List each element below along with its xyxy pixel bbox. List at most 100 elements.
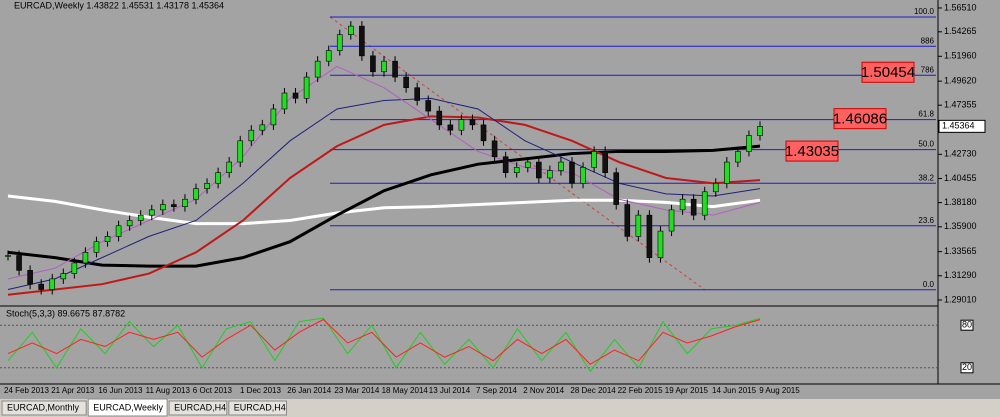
stoch-line [7, 318, 761, 365]
candle-body [292, 92, 299, 99]
y-tick-label: 1.29010 [944, 294, 977, 304]
moving-average [7, 144, 761, 268]
candle-body [182, 198, 188, 207]
price-box-label: 1.43035 [785, 143, 839, 160]
fib-label: 100.0 [914, 7, 935, 16]
candle-body [193, 188, 199, 200]
candle-body [447, 124, 454, 131]
tab-label[interactable]: EURCAD,Monthly [7, 402, 80, 412]
fib-label: 886 [921, 36, 935, 45]
candle-body [248, 129, 255, 142]
price-box [833, 108, 887, 130]
candle-body [93, 241, 100, 253]
tab[interactable] [228, 400, 288, 416]
candle-body [215, 172, 221, 184]
x-tick-label: 13 Jul 2014 [429, 386, 471, 395]
x-tick-label: 19 Apr 2015 [665, 386, 709, 395]
x-tick-label: 26 Jan 2014 [287, 386, 332, 395]
stoch-level-label: 80 [962, 320, 972, 330]
x-tick-label: 14 Jun 2015 [712, 386, 757, 395]
candle-body [259, 124, 266, 131]
candle-body [71, 262, 78, 274]
chart-background [0, 0, 1000, 399]
y-tick-label: 1.56510 [944, 2, 977, 12]
x-tick-label: 7 Sep 2014 [476, 386, 517, 395]
stoch-line [7, 317, 761, 373]
candle-body [16, 255, 22, 271]
candle-body [370, 55, 376, 73]
x-tick-label: 28 Dec 2014 [570, 386, 616, 395]
tab-label[interactable]: EURCAD,H4 [234, 402, 286, 412]
candle-body [602, 151, 608, 173]
candle-body [204, 182, 210, 189]
stoch-label: Stoch(5,3,3) 89.6675 87.8782 [6, 308, 125, 318]
y-tick-label: 1.42730 [944, 149, 977, 159]
candle-body [392, 60, 398, 78]
candle-body [38, 283, 44, 290]
candle-body [325, 50, 332, 62]
candle-body [712, 182, 719, 193]
stoch-level-label: 20 [962, 362, 972, 372]
tab[interactable] [87, 398, 168, 417]
moving-average [7, 65, 761, 280]
candle-body [480, 124, 487, 142]
candle-body [60, 273, 67, 280]
candle-body [580, 167, 586, 184]
price-box [785, 140, 839, 162]
price-box-label: 1.50454 [861, 64, 915, 81]
candle-body [679, 198, 686, 211]
candle-body [104, 236, 111, 243]
x-tick-label: 11 Aug 2013 [146, 386, 191, 395]
y-tick-label: 1.31290 [944, 270, 977, 280]
y-tick-label: 1.47355 [944, 100, 977, 110]
x-tick-label: 23 Mar 2014 [334, 386, 379, 395]
candle-body [469, 119, 476, 126]
candle-body [724, 161, 730, 184]
tab[interactable] [1, 400, 87, 416]
candle-body [613, 172, 620, 205]
candle-body [237, 140, 244, 163]
y-tick-label: 1.38180 [944, 197, 977, 207]
current-price-box [938, 119, 986, 133]
x-tick-label: 2 Nov 2014 [523, 386, 564, 395]
x-tick-label: 6 Oct 2013 [193, 386, 233, 395]
candle-body [126, 220, 133, 227]
stoch-level-box [960, 319, 974, 331]
candle-body [359, 25, 365, 57]
candle-body [171, 204, 177, 207]
y-tick-label: 1.51960 [944, 51, 977, 61]
candle-body [281, 92, 288, 110]
candle-body [701, 191, 708, 216]
candle-body [348, 25, 354, 35]
tab[interactable] [168, 400, 228, 416]
fib-label: 0.0 [923, 280, 935, 289]
candle-body [668, 209, 675, 232]
candle-body [82, 252, 89, 264]
candle-body [336, 34, 343, 51]
candle-body [635, 214, 642, 237]
y-tick-label: 1.54265 [944, 26, 977, 36]
candle-body [524, 161, 531, 168]
x-tick-label: 21 Apr 2013 [51, 386, 95, 395]
price-box-label: 1.46086 [833, 111, 887, 128]
y-tick-label: 1.49620 [944, 76, 977, 86]
candle-body [690, 198, 697, 216]
candle-body [502, 156, 509, 173]
stoch-level-box [960, 362, 974, 374]
candle-body [226, 161, 232, 173]
moving-average [7, 97, 761, 290]
x-tick-label: 22 Feb 2015 [618, 386, 663, 395]
candle-body [746, 135, 752, 152]
candle-body [547, 170, 553, 179]
candle-body [148, 209, 155, 216]
candle-body [569, 161, 575, 184]
moving-average [7, 115, 761, 296]
candle-body [425, 100, 432, 112]
candle-body [160, 204, 166, 211]
candle-body [646, 214, 653, 258]
tab-label[interactable]: EURCAD,Weekly [93, 402, 163, 412]
tab-label[interactable]: EURCAD,H4 [174, 402, 226, 412]
candle-body [591, 151, 597, 168]
candle-body [735, 151, 741, 163]
